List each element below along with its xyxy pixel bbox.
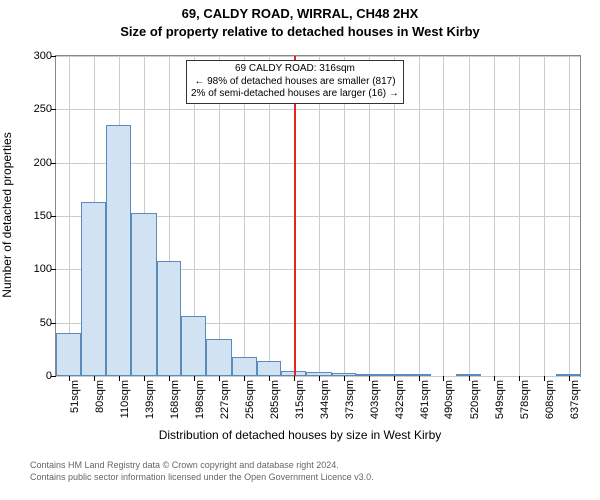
ytick-label: 150 (34, 210, 56, 222)
gridline-v (244, 56, 245, 376)
xtick-label: 51sqm (69, 380, 81, 413)
xtick-label: 168sqm (169, 380, 181, 419)
histogram-bar (56, 333, 81, 376)
xtick-label: 227sqm (219, 380, 231, 419)
xtick-label: 637sqm (569, 380, 581, 419)
histogram-bar (332, 373, 357, 376)
ytick-label: 50 (40, 317, 56, 329)
histogram-bar (306, 372, 332, 376)
gridline-v (269, 56, 270, 376)
annotation-line1: 69 CALDY ROAD: 316sqm (191, 63, 399, 76)
xtick-label: 373sqm (344, 380, 356, 419)
xtick-label: 578sqm (519, 380, 531, 419)
xtick-label: 432sqm (394, 380, 406, 419)
chart-title-line1: 69, CALDY ROAD, WIRRAL, CH48 2HX (0, 6, 600, 21)
xtick-label: 256sqm (244, 380, 256, 419)
xtick-label: 403sqm (369, 380, 381, 419)
xtick-label: 198sqm (194, 380, 206, 419)
histogram-bar (382, 374, 407, 376)
gridline-v (519, 56, 520, 376)
x-axis-label: Distribution of detached houses by size … (0, 428, 600, 442)
histogram-bar (157, 261, 182, 376)
footer-text: Contains HM Land Registry data © Crown c… (30, 460, 374, 483)
histogram-bar (456, 374, 481, 376)
histogram-bar (131, 213, 157, 376)
marker-line (294, 56, 296, 376)
histogram-bar (407, 374, 432, 376)
annotation-box: 69 CALDY ROAD: 316sqm ← 98% of detached … (186, 60, 404, 104)
gridline-v (469, 56, 470, 376)
annotation-line3: 2% of semi-detached houses are larger (1… (191, 88, 399, 101)
histogram-bar (206, 339, 232, 376)
ytick-label: 300 (34, 50, 56, 62)
gridline-v (569, 56, 570, 376)
ytick-label: 100 (34, 263, 56, 275)
histogram-bar (556, 374, 580, 376)
ytick-label: 200 (34, 157, 56, 169)
annotation-line2: ← 98% of detached houses are smaller (81… (191, 76, 399, 89)
gridline-v (394, 56, 395, 376)
gridline-v (319, 56, 320, 376)
xtick-label: 80sqm (94, 380, 106, 413)
footer-line1: Contains HM Land Registry data © Crown c… (30, 460, 374, 472)
xtick-label: 285sqm (269, 380, 281, 419)
chart-plot-area: 05010015020025030051sqm80sqm110sqm139sqm… (55, 55, 581, 377)
ytick-label: 250 (34, 103, 56, 115)
gridline-v (443, 56, 444, 376)
footer-line2: Contains public sector information licen… (30, 472, 374, 484)
ytick-label: 0 (46, 370, 56, 382)
xtick-label: 110sqm (119, 380, 131, 418)
xtick-label: 490sqm (443, 380, 455, 419)
page-root: 69, CALDY ROAD, WIRRAL, CH48 2HX Size of… (0, 0, 600, 500)
gridline-v (494, 56, 495, 376)
xtick-label: 344sqm (319, 380, 331, 419)
xtick-label: 608sqm (544, 380, 556, 419)
xtick-label: 315sqm (294, 380, 306, 419)
gridline-v (69, 56, 70, 376)
xtick-label: 520sqm (469, 380, 481, 419)
xtick-label: 549sqm (494, 380, 506, 419)
gridline-v (219, 56, 220, 376)
histogram-bar (181, 316, 206, 376)
gridline-v (369, 56, 370, 376)
gridline-v (344, 56, 345, 376)
histogram-bar (106, 125, 131, 376)
histogram-bar (232, 357, 257, 376)
histogram-bar (81, 202, 107, 376)
y-axis-label: Number of detached properties (0, 132, 14, 297)
gridline-v (419, 56, 420, 376)
xtick-label: 461sqm (419, 380, 431, 419)
xtick-label: 139sqm (144, 380, 156, 419)
gridline-v (544, 56, 545, 376)
chart-title-line2: Size of property relative to detached ho… (0, 24, 600, 39)
histogram-bar (257, 361, 282, 376)
histogram-bar (356, 374, 382, 376)
